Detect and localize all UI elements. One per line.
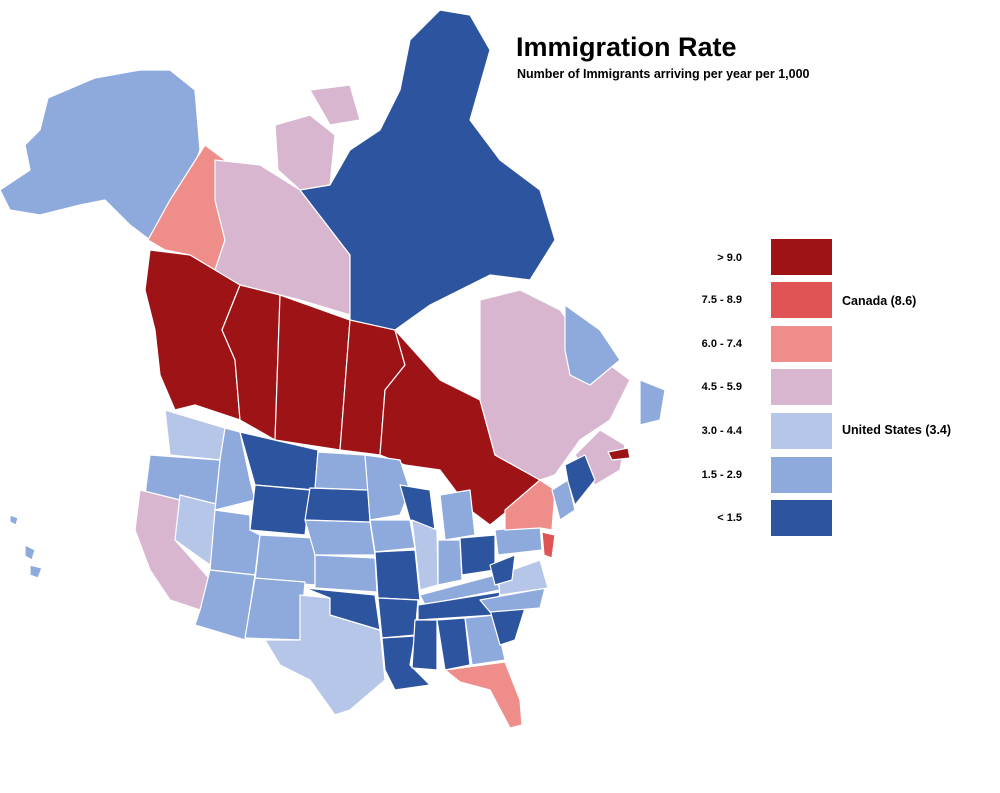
region-arkansas <box>377 597 419 639</box>
region-nebraska <box>304 519 376 556</box>
legend-label: < 1.5 <box>717 512 742 524</box>
region-arizona <box>194 569 256 641</box>
legend-label: > 9.0 <box>717 252 742 264</box>
region-nunavut <box>299 9 556 331</box>
legend-label: 3.0 - 4.4 <box>701 425 742 437</box>
legend-label: 6.0 - 7.4 <box>701 338 742 350</box>
region-colorado <box>254 534 316 586</box>
legend-swatch <box>771 369 832 405</box>
region-alabama <box>436 617 471 671</box>
region-kansas <box>314 554 378 593</box>
legend-swatch <box>771 457 832 493</box>
region-new-england <box>551 479 576 521</box>
region-virginia <box>497 559 549 596</box>
legend-swatch <box>771 239 832 275</box>
legend-swatch <box>771 413 832 449</box>
region-south-dakota <box>304 487 371 523</box>
region-iowa <box>369 519 416 553</box>
region-pei <box>607 447 631 461</box>
legend-note-canada: Canada (8.6) <box>842 294 917 308</box>
region-quebec <box>479 289 631 481</box>
legend-swatch <box>771 282 832 318</box>
region-northwest-territories <box>214 159 351 316</box>
region-maine <box>564 454 596 506</box>
region-florida <box>444 661 523 729</box>
legend-label: 1.5 - 2.9 <box>701 469 742 481</box>
region-washington <box>164 409 226 461</box>
legend-label: 4.5 - 5.9 <box>701 381 742 393</box>
region-west-virginia <box>489 554 516 586</box>
region-indiana <box>437 539 463 586</box>
region-oklahoma <box>304 587 381 631</box>
legend-note-united-states: United States (3.4) <box>842 423 952 437</box>
region-saskatchewan <box>274 294 351 451</box>
region-hawaii <box>9 514 43 579</box>
region-new-mexico <box>244 577 306 641</box>
map-title: Immigration Rate <box>516 32 737 62</box>
region-michigan <box>439 489 476 541</box>
region-ohio <box>459 534 496 576</box>
legend-swatch <box>771 326 832 362</box>
map-subtitle: Number of Immigrants arriving per year p… <box>517 67 810 81</box>
region-newfoundland-labrador <box>564 304 666 426</box>
legend-label: 7.5 - 8.9 <box>701 294 742 306</box>
region-alaska <box>0 69 201 241</box>
legend-swatch <box>771 500 832 536</box>
region-new-jersey <box>541 531 556 559</box>
region-missouri <box>374 549 421 601</box>
region-wyoming <box>249 484 311 536</box>
region-mississippi <box>411 619 438 671</box>
region-north-dakota <box>314 451 369 491</box>
region-new-york <box>504 479 556 531</box>
